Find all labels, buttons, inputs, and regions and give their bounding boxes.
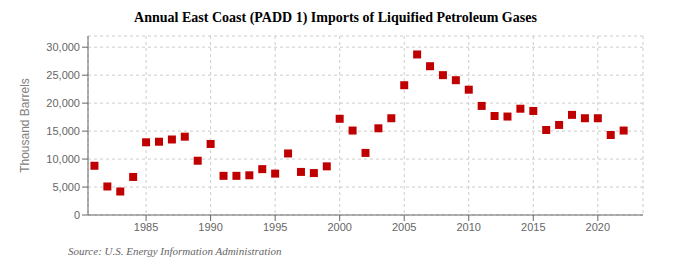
svg-text:2020: 2020 [586,221,610,233]
html-text:Annual East Coast (PADD 1) Imp: Annual East Coast (PADD 1) Imports of Li… [134,10,537,25]
svg-text:1995: 1995 [263,221,287,233]
svg-text:15,000: 15,000 [46,125,80,137]
svg-text:5,000: 5,000 [52,181,80,193]
svg-text:1990: 1990 [198,221,222,233]
html-text:Source: U.S. Energy Informatio: Source: U.S. Energy Information Administ… [68,245,282,257]
svg-text:2000: 2000 [327,221,351,233]
svg-text:Thousand Barrels: Thousand Barrels [18,78,32,173]
svg-text:30,000: 30,000 [46,41,80,53]
svg-text:2005: 2005 [392,221,416,233]
svg-text:2015: 2015 [521,221,545,233]
svg-text:0: 0 [74,209,80,221]
svg-text:10,000: 10,000 [46,153,80,165]
svg-text:1985: 1985 [134,221,158,233]
svg-text:25,000: 25,000 [46,69,80,81]
svg-text:20,000: 20,000 [46,97,80,109]
svg-text:2010: 2010 [457,221,481,233]
